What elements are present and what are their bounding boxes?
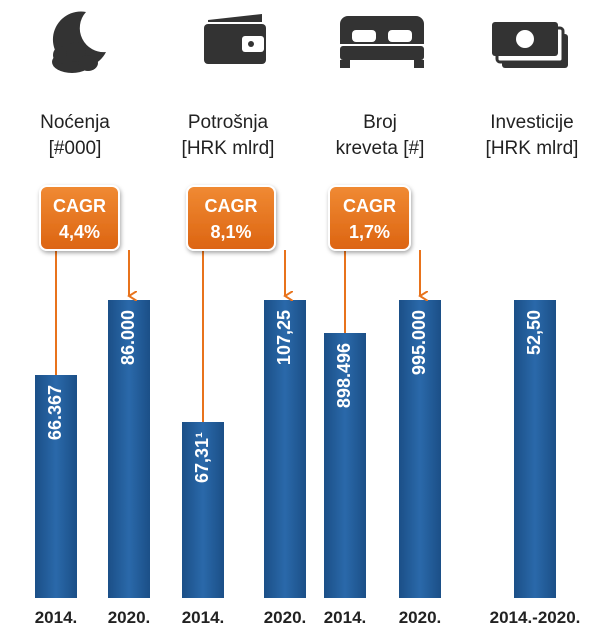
cagr-value: 8,1% — [210, 222, 251, 242]
group-title: Investicije — [490, 112, 573, 133]
bar-value: 66.367 — [45, 385, 65, 440]
year-label: 2014. — [182, 608, 225, 627]
cagr-label: CAGR — [343, 196, 396, 216]
group-title: [HRK mlrd] — [486, 138, 579, 159]
bar — [514, 300, 556, 598]
group-title: [HRK mlrd] — [182, 138, 275, 159]
bar — [35, 375, 77, 598]
cagr-value: 4,4% — [59, 222, 100, 242]
cagr-value: 1,7% — [349, 222, 390, 242]
bar-value: 86.000 — [118, 310, 138, 365]
cagr-label: CAGR — [53, 196, 106, 216]
icon-bed — [340, 16, 424, 68]
icon-money — [492, 22, 568, 68]
bar-value: 107,25 — [274, 310, 294, 365]
cagr-box — [186, 185, 276, 251]
bar — [182, 422, 224, 598]
group-title: Potrošnja — [188, 112, 269, 133]
bar-value: 995.000 — [409, 310, 429, 375]
icon-wallet — [204, 14, 266, 64]
bar-value: 67,31¹ — [192, 432, 212, 483]
bar — [108, 300, 150, 598]
bar — [399, 300, 441, 598]
bar — [324, 333, 366, 598]
cagr-label: CAGR — [205, 196, 258, 216]
year-label: 2014. — [35, 608, 78, 627]
bar — [264, 300, 306, 598]
icon-moon-cloud — [52, 11, 106, 73]
year-label: 2014. — [324, 608, 367, 627]
group-title: Broj — [363, 112, 397, 133]
year-label: 2020. — [399, 608, 442, 627]
group-title: Noćenja — [40, 112, 110, 133]
cagr-box — [39, 185, 120, 251]
year-label: 2014.-2020. — [490, 608, 581, 627]
bar-value: 52,50 — [524, 310, 544, 355]
year-label: 2020. — [108, 608, 151, 627]
year-label: 2020. — [264, 608, 307, 627]
group-title: [#000] — [49, 138, 102, 159]
group-title: kreveta [#] — [336, 138, 425, 159]
bar-value: 898.496 — [334, 343, 354, 408]
cagr-box — [328, 185, 411, 251]
